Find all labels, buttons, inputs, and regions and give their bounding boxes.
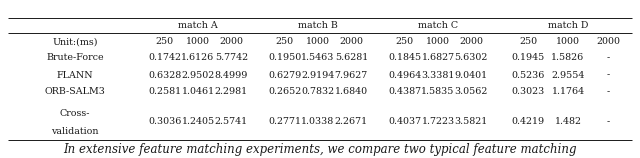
Text: 2.2981: 2.2981	[215, 88, 248, 97]
Text: 1000: 1000	[556, 37, 580, 46]
Text: Cross-: Cross-	[60, 109, 90, 118]
Text: In extensive feature matching experiments, we compare two typical feature matchi: In extensive feature matching experiment…	[63, 143, 577, 157]
Text: match A: match A	[178, 21, 218, 30]
Text: 2.9502: 2.9502	[181, 70, 214, 79]
Text: 1.5826: 1.5826	[552, 54, 584, 63]
Text: 1.0461: 1.0461	[181, 88, 214, 97]
Text: 2000: 2000	[460, 37, 483, 46]
Text: 0.7832: 0.7832	[301, 88, 335, 97]
Text: 1.6126: 1.6126	[181, 54, 214, 63]
Text: 0.6279: 0.6279	[268, 70, 301, 79]
Text: -: -	[606, 118, 610, 127]
Text: -: -	[606, 54, 610, 63]
Text: 0.3023: 0.3023	[511, 88, 545, 97]
Text: 2000: 2000	[220, 37, 243, 46]
Text: 0.5236: 0.5236	[511, 70, 545, 79]
Text: 0.4387: 0.4387	[388, 88, 421, 97]
Text: 0.1945: 0.1945	[511, 54, 545, 63]
Text: 1.5463: 1.5463	[301, 54, 335, 63]
Text: -: -	[606, 88, 610, 97]
Text: 0.3036: 0.3036	[148, 118, 181, 127]
Text: 0.2771: 0.2771	[268, 118, 301, 127]
Text: 0.4219: 0.4219	[511, 118, 545, 127]
Text: 1000: 1000	[306, 37, 330, 46]
Text: 0.4037: 0.4037	[388, 118, 421, 127]
Text: validation: validation	[51, 127, 99, 136]
Text: Brute-Force: Brute-Force	[46, 54, 104, 63]
Text: 1000: 1000	[426, 37, 450, 46]
Text: 250: 250	[156, 37, 173, 46]
Text: 2.9194: 2.9194	[301, 70, 335, 79]
Text: 0.4964: 0.4964	[388, 70, 421, 79]
Text: 2000: 2000	[596, 37, 620, 46]
Text: 1.1764: 1.1764	[552, 88, 584, 97]
Text: 250: 250	[396, 37, 413, 46]
Text: match D: match D	[548, 21, 588, 30]
Text: 1.0338: 1.0338	[301, 118, 335, 127]
Text: 1.2405: 1.2405	[181, 118, 214, 127]
Text: ORB-SALM3: ORB-SALM3	[45, 88, 106, 97]
Text: match C: match C	[418, 21, 458, 30]
Text: 8.4999: 8.4999	[214, 70, 248, 79]
Text: 3.5821: 3.5821	[454, 118, 488, 127]
Text: 2000: 2000	[339, 37, 364, 46]
Text: Unit:(ms): Unit:(ms)	[52, 37, 98, 46]
Text: 9.0401: 9.0401	[455, 70, 488, 79]
Text: 5.6281: 5.6281	[335, 54, 368, 63]
Text: 250: 250	[519, 37, 537, 46]
Text: 250: 250	[276, 37, 294, 46]
Text: match B: match B	[298, 21, 338, 30]
Text: 0.2652: 0.2652	[268, 88, 301, 97]
Text: 1000: 1000	[186, 37, 210, 46]
Text: 0.1845: 0.1845	[388, 54, 421, 63]
Text: 7.9627: 7.9627	[335, 70, 368, 79]
Text: 0.1742: 0.1742	[148, 54, 181, 63]
Text: 2.2671: 2.2671	[335, 118, 368, 127]
Text: 1.5835: 1.5835	[421, 88, 454, 97]
Text: 5.7742: 5.7742	[215, 54, 248, 63]
Text: 2.5741: 2.5741	[215, 118, 248, 127]
Text: 3.0562: 3.0562	[454, 88, 488, 97]
Text: 0.1950: 0.1950	[268, 54, 301, 63]
Text: 1.6840: 1.6840	[335, 88, 368, 97]
Text: 1.7223: 1.7223	[421, 118, 454, 127]
Text: -: -	[606, 70, 610, 79]
Text: 5.6302: 5.6302	[454, 54, 488, 63]
Text: 3.3381: 3.3381	[421, 70, 454, 79]
Text: 1.482: 1.482	[554, 118, 582, 127]
Text: 2.9554: 2.9554	[551, 70, 585, 79]
Text: 1.6827: 1.6827	[421, 54, 454, 63]
Text: FLANN: FLANN	[57, 70, 93, 79]
Text: 0.6328: 0.6328	[148, 70, 181, 79]
Text: 0.2581: 0.2581	[148, 88, 181, 97]
